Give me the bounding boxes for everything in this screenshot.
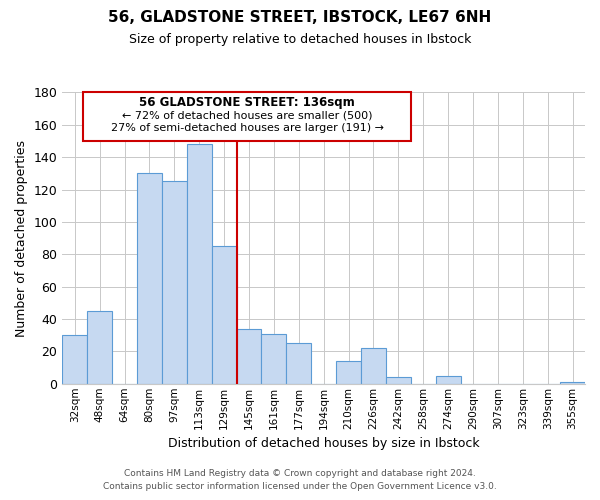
Text: Contains HM Land Registry data © Crown copyright and database right 2024.: Contains HM Land Registry data © Crown c… xyxy=(124,468,476,477)
Bar xyxy=(560,382,585,384)
Y-axis label: Number of detached properties: Number of detached properties xyxy=(15,140,28,336)
Bar xyxy=(212,246,236,384)
Bar xyxy=(87,311,112,384)
Bar xyxy=(386,378,411,384)
Bar xyxy=(83,92,411,141)
X-axis label: Distribution of detached houses by size in Ibstock: Distribution of detached houses by size … xyxy=(168,437,479,450)
Bar xyxy=(187,144,212,384)
Bar xyxy=(162,182,187,384)
Text: 56, GLADSTONE STREET, IBSTOCK, LE67 6NH: 56, GLADSTONE STREET, IBSTOCK, LE67 6NH xyxy=(109,10,491,25)
Text: Size of property relative to detached houses in Ibstock: Size of property relative to detached ho… xyxy=(129,32,471,46)
Bar xyxy=(137,174,162,384)
Bar xyxy=(361,348,386,384)
Text: 56 GLADSTONE STREET: 136sqm: 56 GLADSTONE STREET: 136sqm xyxy=(139,96,355,108)
Text: Contains public sector information licensed under the Open Government Licence v3: Contains public sector information licen… xyxy=(103,482,497,491)
Bar xyxy=(436,376,461,384)
Text: ← 72% of detached houses are smaller (500): ← 72% of detached houses are smaller (50… xyxy=(122,110,373,120)
Bar xyxy=(286,344,311,384)
Bar xyxy=(336,361,361,384)
Bar xyxy=(262,334,286,384)
Text: 27% of semi-detached houses are larger (191) →: 27% of semi-detached houses are larger (… xyxy=(110,123,383,133)
Bar xyxy=(236,328,262,384)
Bar xyxy=(62,335,87,384)
